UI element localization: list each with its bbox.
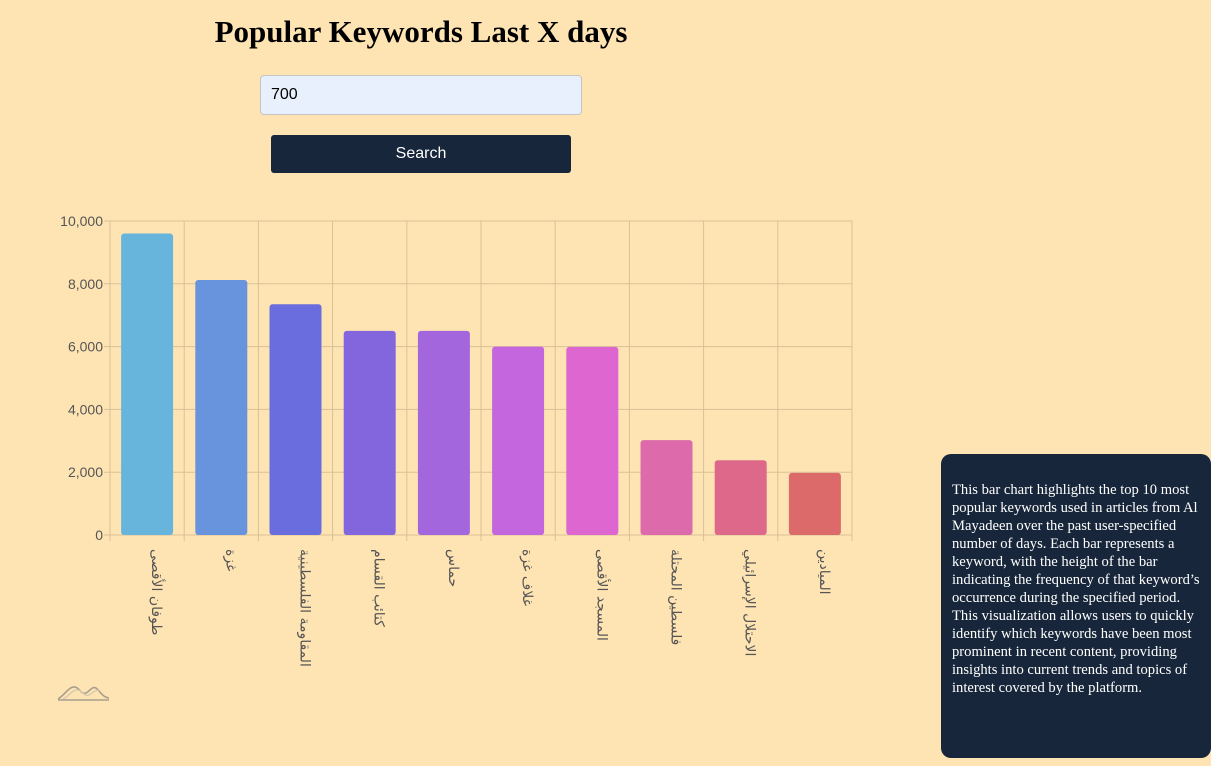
x-tick-label: المقاومة الفلسطينية bbox=[297, 549, 313, 667]
x-tick-label: المسجد الأقصى bbox=[593, 549, 611, 641]
x-tick-label: حماس bbox=[445, 549, 461, 587]
bar bbox=[121, 233, 174, 535]
y-tick-label: 8,000 bbox=[68, 276, 103, 292]
x-tick-label: فلسطين المحتلة bbox=[668, 549, 684, 645]
bar bbox=[566, 346, 619, 535]
y-tick-label: 6,000 bbox=[68, 339, 103, 355]
x-tick-label: الميادين bbox=[816, 549, 832, 595]
bar bbox=[714, 460, 767, 535]
mountain-wave-logo-icon bbox=[57, 686, 110, 701]
page-title: Popular Keywords Last X days bbox=[214, 14, 628, 49]
y-tick-label: 2,000 bbox=[68, 464, 103, 480]
y-tick-label: 0 bbox=[95, 527, 103, 543]
days-input[interactable] bbox=[260, 75, 582, 115]
bar bbox=[195, 280, 248, 535]
search-button[interactable]: Search bbox=[271, 135, 571, 173]
bar bbox=[269, 304, 322, 535]
y-tick-label: 4,000 bbox=[68, 401, 103, 417]
bar-chart: 0 2,000 4,000 6,000 8,000 10,000 طوفان الأقصى غ… bbox=[0, 200, 870, 700]
bar bbox=[492, 346, 545, 535]
x-tick-label: غزة bbox=[222, 549, 238, 571]
bar-chart-svg: 0 2,000 4,000 6,000 8,000 10,000 طوفان الأقصى غ… bbox=[60, 213, 853, 667]
bar bbox=[417, 330, 470, 535]
bar bbox=[343, 330, 396, 535]
bar bbox=[640, 440, 693, 535]
x-tick-label: غلاف غزة bbox=[519, 549, 535, 606]
chart-description-panel: This bar chart highlights the top 10 mos… bbox=[941, 454, 1211, 758]
x-tick-label: كتائب القسام bbox=[371, 549, 387, 627]
x-tick-label: طوفان الأقصى bbox=[148, 549, 166, 635]
y-tick-label: 10,000 bbox=[60, 213, 103, 229]
x-tick-label: الاحتلال الإسرائيلي bbox=[742, 549, 758, 656]
bar bbox=[788, 472, 841, 535]
